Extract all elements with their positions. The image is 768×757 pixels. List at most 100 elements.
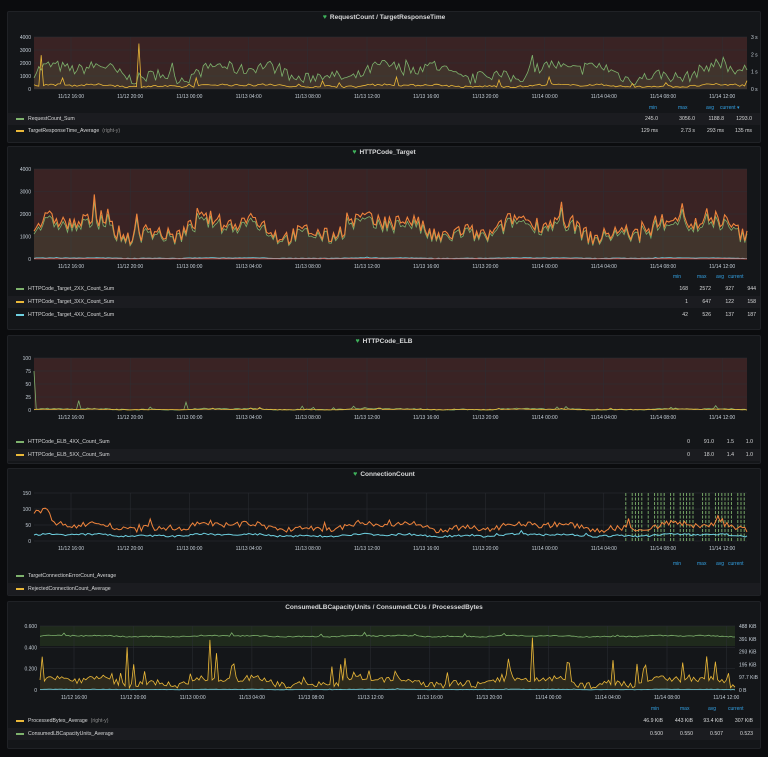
- panel-title[interactable]: ♥ ConnectionCount: [353, 471, 415, 478]
- series-min: 0: [687, 439, 690, 445]
- x-tick-label: 11/13 16:00: [417, 695, 443, 701]
- series-color-swatch[interactable]: [16, 301, 24, 303]
- x-tick-label: 11/12 20:00: [117, 415, 143, 421]
- chart-request-count[interactable]: 4000 3000 2000 1000 0 3 s 2 s 1 s 0 s 11/12 16:00…: [8, 12, 761, 107]
- series-min: 0: [687, 452, 690, 458]
- panel-title[interactable]: ♥ RequestCount / TargetResponseTime: [322, 14, 446, 21]
- chart-httpcode-elb[interactable]: 100 75 50 25 0 11/12 16:00 11/12 20:00 11/13 00…: [8, 336, 761, 428]
- x-tick-label: 11/13 04:00: [239, 695, 265, 701]
- series-area: [40, 637, 735, 690]
- x-tick-label: 11/14 04:00: [591, 94, 617, 100]
- legend-row[interactable]: HTTPCode_ELB_5XX_Count_Sum 0 18.0 1.4 1.…: [8, 449, 760, 461]
- series-name: HTTPCode_Target_3XX_Count_Sum: [28, 299, 115, 305]
- series-color-swatch[interactable]: [16, 575, 24, 577]
- legend-header-current[interactable]: current: [728, 274, 744, 280]
- y-tick-label: 0: [28, 539, 31, 545]
- x-tick-label: 11/13 16:00: [413, 546, 439, 552]
- series-color-swatch[interactable]: [16, 130, 24, 132]
- y-right-tick-label: 488 KiB: [739, 624, 757, 630]
- series-color-swatch[interactable]: [16, 733, 24, 735]
- legend-header-min[interactable]: min: [673, 561, 682, 567]
- legend-row[interactable]: RequestCount_Sum 245.0 3056.0 1188.8 129…: [8, 113, 760, 125]
- x-tick-label: 11/13 16:00: [413, 94, 439, 100]
- x-tick-label: 11/13 12:00: [354, 94, 380, 100]
- y-right-tick-label: 1 s: [751, 70, 758, 76]
- legend-header-max[interactable]: max: [697, 274, 707, 280]
- legend-header-min[interactable]: min: [651, 706, 660, 712]
- legend-header-current[interactable]: current: [728, 706, 744, 712]
- chart-connection-count[interactable]: 150 100 50 0 11/12 16:00 11/12 20:00 11/13 00:…: [8, 469, 761, 561]
- legend-header-max[interactable]: max: [680, 706, 690, 712]
- series-line: [33, 406, 748, 411]
- y-tick-label: 2000: [20, 212, 31, 218]
- y-tick-label: 2000: [20, 61, 31, 67]
- x-tick-label: 11/12 16:00: [61, 695, 87, 701]
- panel-title[interactable]: ♥ HTTPCode_ELB: [355, 338, 413, 345]
- series-current: 944: [747, 286, 756, 292]
- y-right-tick-label: 293 KiB: [739, 650, 757, 656]
- series-color-swatch[interactable]: [16, 454, 24, 456]
- legend-header-avg[interactable]: avg: [716, 561, 725, 567]
- panel-title[interactable]: ConsumedLBCapacityUnits / ConsumedLCUs /…: [285, 604, 483, 611]
- legend-header-max[interactable]: max: [697, 561, 707, 567]
- x-tick-label: 11/14 00:00: [535, 695, 561, 701]
- legend-header-avg[interactable]: avg: [716, 274, 725, 280]
- y-tick-label: 4000: [20, 35, 31, 41]
- series-line: [40, 688, 736, 691]
- series-line: [39, 631, 735, 638]
- x-tick-label: 11/13 00:00: [176, 546, 202, 552]
- series-color-swatch[interactable]: [16, 314, 24, 316]
- series-min: 168: [679, 286, 688, 292]
- legend-row[interactable]: RejectedConnectionCount_Average: [8, 583, 760, 595]
- x-tick-label: 11/13 04:00: [236, 546, 262, 552]
- x-tick-label: 11/13 08:00: [295, 94, 321, 100]
- series-line: [33, 256, 748, 260]
- series-color-swatch[interactable]: [16, 720, 24, 722]
- chart-httpcode-target[interactable]: 4000 3000 2000 1000 0 11/12 16:00 11/12 20:00 1…: [8, 147, 761, 273]
- y-tick-label: 0: [28, 257, 31, 263]
- series-min: 1: [685, 299, 688, 305]
- y-tick-label: 100: [23, 356, 32, 362]
- legend-header-max[interactable]: max: [678, 105, 688, 111]
- series-line: [33, 194, 748, 246]
- series-color-swatch[interactable]: [16, 118, 24, 120]
- y-right-tick-label: 3 s: [751, 35, 758, 41]
- legend-header-avg[interactable]: avg: [708, 706, 717, 712]
- chart-consumed-lcu[interactable]: 0.600 0.400 0.200 0 488 KiB 391 KiB 293 KiB 195…: [8, 602, 761, 706]
- legend-header-min[interactable]: min: [673, 274, 682, 280]
- series-max: 18.0: [703, 452, 714, 458]
- x-tick-label: 11/13 04:00: [236, 264, 262, 270]
- x-tick-label: 11/14 08:00: [650, 264, 676, 270]
- series-max: 91.0: [703, 439, 714, 445]
- series-name: HTTPCode_Target_2XX_Count_Sum: [28, 286, 115, 292]
- x-tick-label: 11/14 12:00: [709, 415, 735, 421]
- x-tick-label: 11/14 04:00: [591, 264, 617, 270]
- x-tick-label: 11/13 20:00: [472, 264, 498, 270]
- y-right-tick-label: 0 B: [739, 688, 747, 694]
- series-color-swatch[interactable]: [16, 288, 24, 290]
- series-avg: 1.4: [726, 452, 734, 458]
- legend-row[interactable]: HTTPCode_Target_4XX_Count_Sum 42 526 137…: [8, 309, 760, 321]
- x-tick-label: 11/13 08:00: [295, 264, 321, 270]
- panel-title[interactable]: ♥ HTTPCode_Target: [352, 149, 416, 156]
- panel-request-count: ♥ RequestCount / TargetResponseTime 4000 3…: [7, 11, 761, 143]
- legend-header-avg[interactable]: avg: [706, 105, 715, 111]
- legend-row[interactable]: ProcessedBytes_Average (right-y) 46.9 KiB…: [8, 715, 760, 727]
- series-color-swatch[interactable]: [16, 588, 24, 590]
- legend-row[interactable]: TargetResponseTime_Average (right-y) 129 …: [8, 125, 760, 137]
- legend-header-min[interactable]: min: [649, 105, 658, 111]
- y-tick-label: 75: [25, 369, 31, 375]
- legend-row[interactable]: HTTPCode_Target_3XX_Count_Sum 1 647 122 …: [8, 296, 760, 308]
- panel-connection-count: ♥ ConnectionCount 150 100 50 0 11/12 16:00 11/…: [7, 468, 761, 596]
- legend-row[interactable]: TargetConnectionErrorCount_Average: [8, 570, 760, 582]
- x-tick-label: 11/13 08:00: [295, 415, 321, 421]
- y-right-tick-label: 0 s: [751, 87, 758, 93]
- legend-row[interactable]: HTTPCode_Target_2XX_Count_Sum 168 2572 9…: [8, 283, 760, 295]
- legend-row[interactable]: HTTPCode_ELB_4XX_Count_Sum 0 91.0 1.5 1.…: [8, 436, 760, 448]
- series-max: 443 KiB: [674, 718, 693, 724]
- legend-row[interactable]: ConsumedLBCapacityUnits_Average 0.500 0.…: [8, 728, 760, 740]
- y-tick-label: 0.200: [24, 667, 37, 673]
- legend-header-current[interactable]: current: [728, 561, 744, 567]
- legend-header-current[interactable]: current ▾: [720, 105, 740, 111]
- series-color-swatch[interactable]: [16, 441, 24, 443]
